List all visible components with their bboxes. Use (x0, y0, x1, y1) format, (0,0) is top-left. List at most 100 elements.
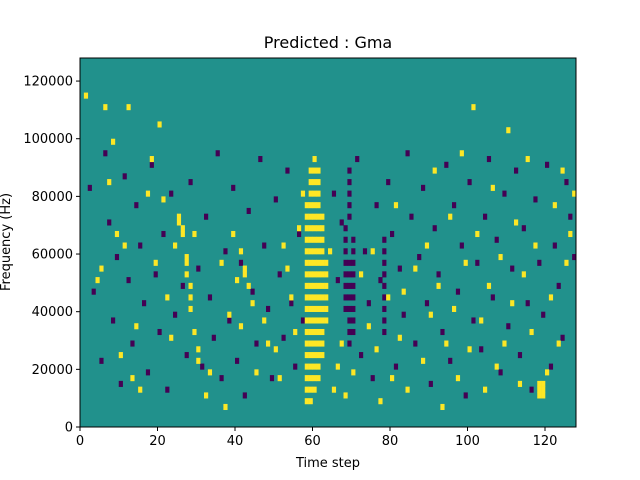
heatmap-cell-high (316, 375, 321, 382)
heatmap-cell-low (107, 219, 112, 226)
heatmap-cell-low (537, 259, 542, 266)
heatmap-cell-high (467, 346, 472, 353)
heatmap-cell-low (266, 305, 271, 312)
heatmap-cell-low (297, 230, 302, 238)
heatmap-cell-low (409, 213, 414, 220)
heatmap-cell-high (331, 386, 337, 393)
heatmap-cell-low (413, 340, 418, 347)
heatmap-cell-high (289, 294, 294, 301)
heatmap-cell-low (517, 352, 523, 359)
heatmap-cell-high (312, 248, 317, 255)
heatmap-cell-low (343, 305, 348, 312)
heatmap-cell-low (343, 248, 348, 255)
heatmap-cell-high (390, 375, 395, 382)
heatmap-cell-low (165, 386, 170, 393)
heatmap-cell-high (235, 277, 240, 284)
heatmap-cell-low (529, 386, 534, 393)
heatmap-cell-low (521, 225, 526, 232)
heatmap-cell-low (196, 265, 201, 272)
heatmap-cell-high (308, 259, 313, 266)
heatmap-cell-high (316, 236, 321, 243)
heatmap-cell-high (479, 317, 484, 324)
heatmap-cell-high (308, 398, 313, 405)
heatmap-cell-high (312, 259, 317, 266)
heatmap-cell-low (483, 213, 488, 220)
heatmap-cell-high (111, 138, 116, 145)
heatmap-cell-low (347, 259, 352, 266)
heatmap-cell-high (118, 352, 123, 359)
heatmap-cell-low (87, 184, 92, 191)
heatmap-cell-low (343, 282, 348, 289)
heatmap-cell-low (390, 230, 395, 238)
heatmap-cell-high (308, 167, 313, 174)
heatmap-cell-low (118, 380, 123, 387)
heatmap-cell-high (541, 386, 546, 393)
heatmap-cell-low (347, 317, 352, 324)
heatmap-cell-high (560, 167, 565, 174)
heatmap-cell-high (370, 248, 375, 255)
heatmap-cell-low (351, 328, 356, 336)
heatmap-cell-low (560, 334, 565, 341)
heatmap-cell-high (312, 271, 317, 278)
heatmap-cell-high (320, 282, 325, 289)
y-tick-label: 120000 (23, 75, 73, 90)
heatmap-cell-low (235, 357, 240, 364)
heatmap-cell-high (304, 363, 309, 370)
heatmap-cell-high (494, 363, 499, 370)
heatmap-cell-low (541, 311, 546, 318)
heatmap-cell-low (343, 259, 348, 266)
heatmap-cell-high (486, 282, 492, 289)
heatmap-cell-high (277, 375, 282, 382)
heatmap-cell-high (324, 282, 329, 289)
heatmap-cell-low (273, 196, 278, 203)
heatmap-cell-high (99, 265, 104, 272)
heatmap-cell-low (347, 202, 352, 209)
heatmap-cell-high (227, 311, 232, 318)
heatmap-cell-high (320, 352, 325, 359)
plot-frame (79, 57, 577, 428)
heatmap-cell-high (122, 242, 127, 249)
heatmap-cell-low (510, 265, 515, 272)
y-tick-label: 0 (65, 421, 73, 436)
heatmap-cell-high (157, 121, 162, 128)
heatmap-cell-low (490, 294, 495, 301)
heatmap-cell-low (238, 259, 244, 266)
heatmap-cell-high (316, 190, 321, 197)
heatmap-cell-high (514, 219, 519, 226)
heatmap-cell-low (455, 288, 461, 295)
heatmap-cell-high (428, 311, 433, 318)
heatmap-cell-low (417, 254, 422, 261)
heatmap-cell-low (161, 230, 166, 238)
heatmap-cell-high (529, 328, 534, 336)
heatmap-background (80, 58, 576, 427)
heatmap-cell-high (312, 156, 317, 163)
heatmap-cell-low (448, 357, 453, 364)
heatmap-cell-high (448, 213, 453, 220)
heatmap-cell-high (537, 392, 542, 399)
heatmap-cell-low (250, 288, 255, 295)
heatmap-cell-high (517, 380, 523, 387)
heatmap-cell-low (382, 328, 387, 336)
heatmap-cell-high (165, 294, 170, 301)
heatmap-cell-low (459, 242, 464, 249)
heatmap-cell-low (227, 317, 232, 324)
heatmap-cell-high (176, 219, 182, 226)
heatmap-cell-low (254, 340, 259, 347)
x-tick-label: 40 (227, 434, 244, 449)
heatmap-cell-low (463, 392, 468, 399)
heatmap-cell-high (378, 398, 383, 405)
heatmap-cell-high (308, 328, 313, 336)
heatmap-cell-low (572, 254, 577, 261)
heatmap-cell-high (169, 334, 174, 341)
heatmap-cell-high (502, 340, 507, 347)
heatmap-cell-low (343, 294, 348, 301)
heatmap-cell-high (537, 380, 542, 387)
heatmap-cell-high (316, 305, 321, 312)
heatmap-cell-low (351, 282, 356, 289)
heatmap-cell-high (250, 300, 255, 307)
heatmap-cell-high (266, 340, 271, 347)
heatmap-cell-low (149, 161, 154, 168)
heatmap-cell-high (308, 236, 313, 243)
heatmap-cell-low (382, 259, 387, 266)
heatmap-cell-high (312, 179, 317, 186)
